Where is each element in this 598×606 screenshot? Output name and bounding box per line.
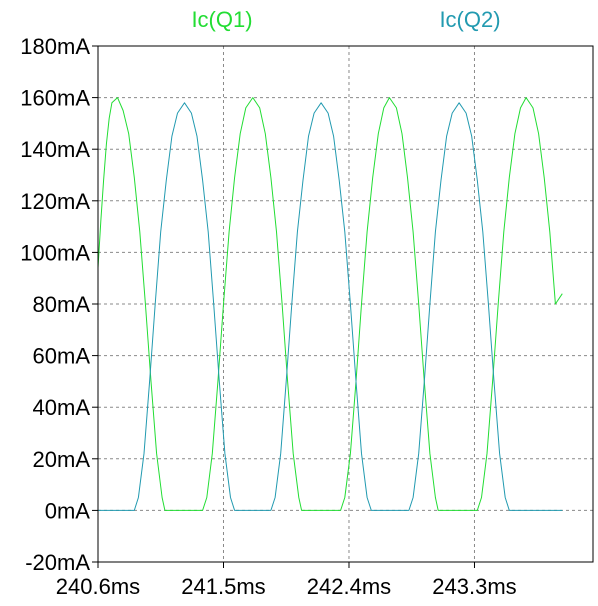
x-tick-label: 241.5ms xyxy=(181,574,265,599)
y-tick-label: 0mA xyxy=(45,498,91,523)
x-tick-label: 240.6ms xyxy=(56,574,140,599)
y-tick-label: 100mA xyxy=(20,240,90,265)
y-tick-label: 80mA xyxy=(33,292,91,317)
axis-ticks: -20mA 0mA 20mA 40mA 60mA 80mA 100mA 120mA 140mA 1… xyxy=(20,34,516,599)
y-tick-label: -20mA xyxy=(25,550,90,575)
series-line-ic-q2 xyxy=(98,102,563,511)
x-tick-label: 243.3ms xyxy=(432,574,516,599)
y-tick-label: 60mA xyxy=(33,344,91,369)
series-line-ic-q1 xyxy=(97,97,563,511)
legend-label-ic-q2: Ic(Q2) xyxy=(439,7,500,32)
y-tick-label: 40mA xyxy=(33,395,91,420)
x-tick-label: 242.4ms xyxy=(307,574,391,599)
y-tick-label: 160mA xyxy=(20,86,90,111)
y-tick-label: 180mA xyxy=(20,34,90,59)
grid-lines xyxy=(98,46,593,562)
y-tick-label: 120mA xyxy=(20,189,90,214)
y-tick-label: 20mA xyxy=(33,447,91,472)
series-lines xyxy=(97,97,563,511)
y-tick-label: 140mA xyxy=(20,137,90,162)
legend: Ic(Q1) Ic(Q2) xyxy=(191,7,500,32)
legend-label-ic-q1: Ic(Q1) xyxy=(191,7,252,32)
